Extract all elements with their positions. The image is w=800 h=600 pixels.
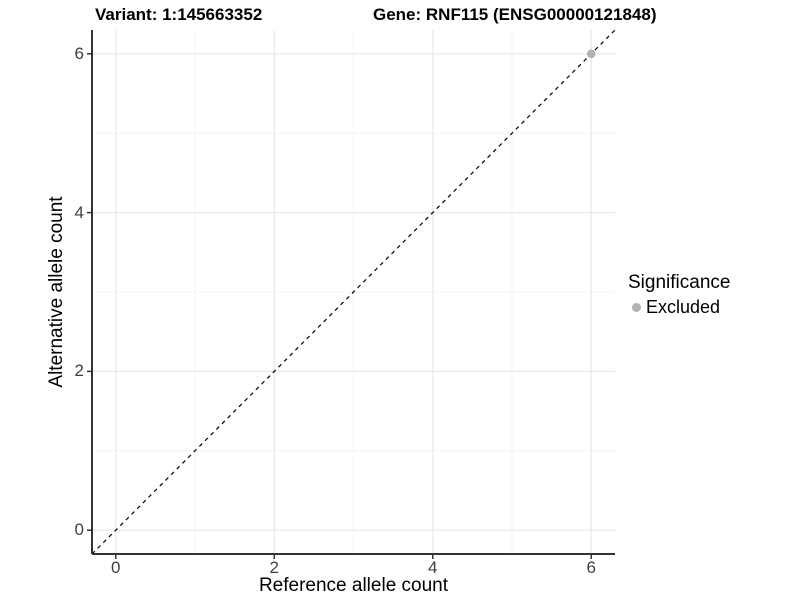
- y-tick-label: 0: [74, 520, 84, 540]
- legend-title: Significance: [628, 272, 731, 293]
- legend-key-dot: [632, 302, 641, 312]
- x-tick-label: 4: [428, 558, 438, 577]
- plot-panel: [87, 29, 616, 559]
- x-tick-label: 2: [269, 558, 279, 577]
- y-axis-title: Alternative allele count: [46, 196, 67, 388]
- legend: Significance Excluded: [628, 272, 730, 317]
- plot-title-variant: Variant: 1:145663352: [95, 5, 263, 24]
- x-axis-title: Reference allele count: [258, 575, 449, 596]
- x-tick-label: 6: [586, 558, 596, 577]
- plot-canvas: [87, 29, 616, 559]
- y-tick-label: 6: [74, 43, 84, 63]
- data-point-excluded: [586, 49, 596, 59]
- legend-item-label: Excluded: [646, 297, 721, 317]
- identity-dashed-line: [91, 29, 616, 555]
- plot-title-gene: Gene: RNF115 (ENSG00000121848): [373, 5, 657, 24]
- y-tick-label: 2: [74, 361, 84, 381]
- legend-item-excluded: Excluded: [628, 297, 730, 317]
- x-tick-label: 0: [111, 558, 121, 577]
- y-tick-label: 4: [74, 202, 84, 222]
